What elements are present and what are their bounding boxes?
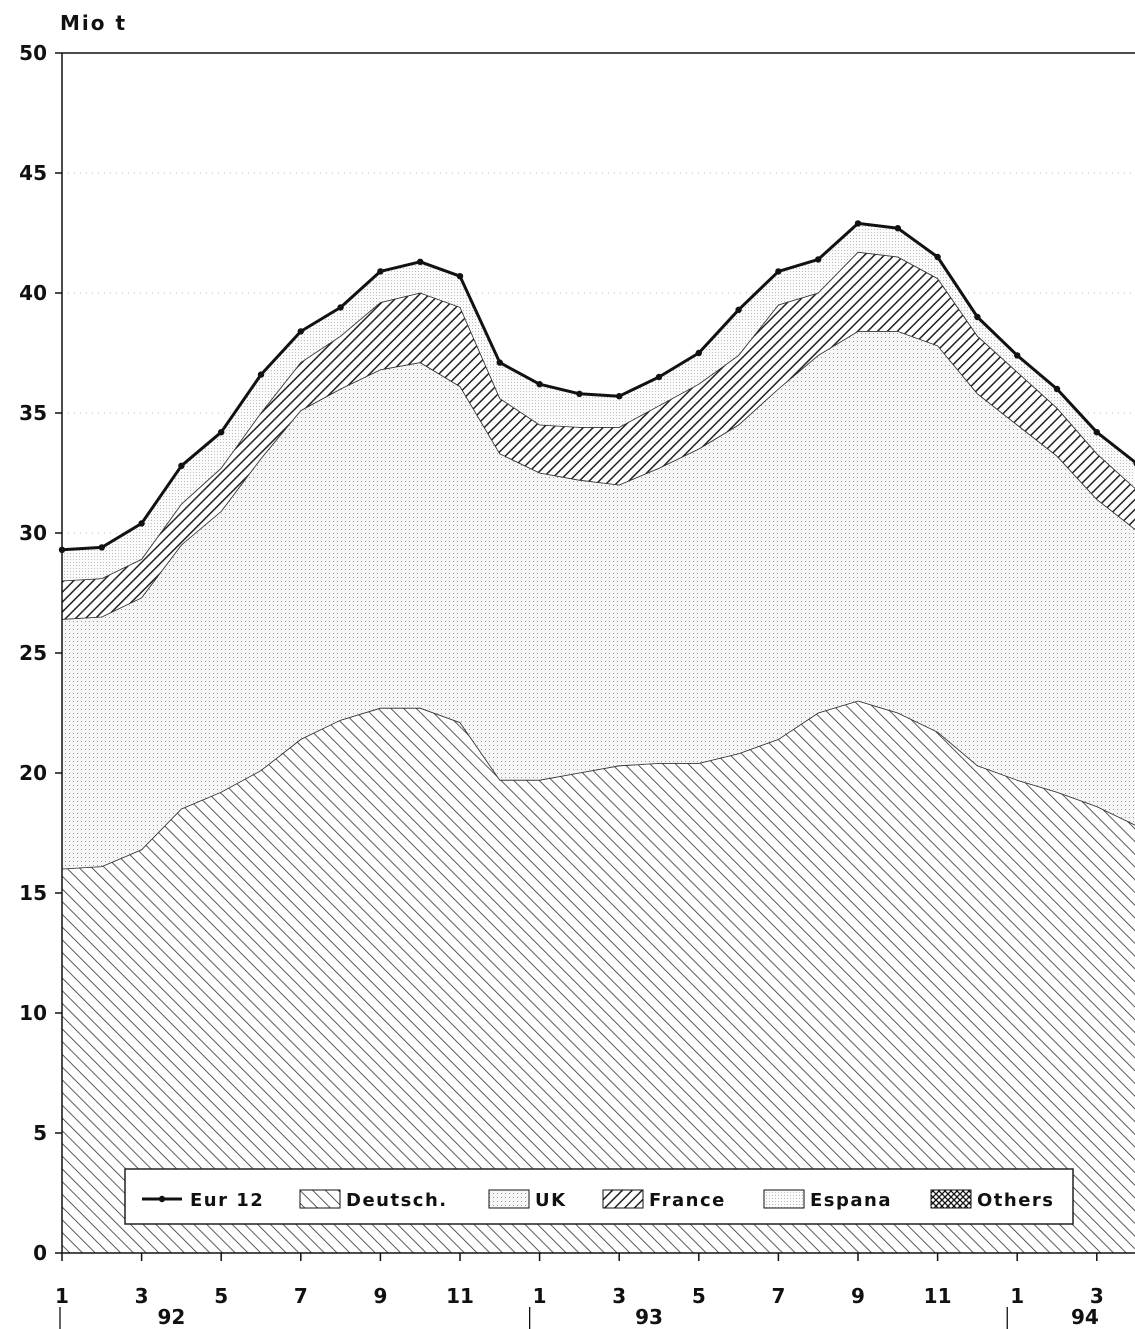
total-point <box>456 273 464 280</box>
total-point <box>496 359 503 366</box>
total-line-group <box>58 220 1135 553</box>
total-point <box>138 520 145 527</box>
x-tick-label: 3 <box>612 1284 626 1308</box>
x-tick-label: 9 <box>373 1284 387 1308</box>
legend-box <box>124 1168 1074 1225</box>
total-point <box>178 462 185 469</box>
total-point <box>536 381 543 388</box>
total-point <box>1093 429 1101 436</box>
total-point <box>1053 385 1061 393</box>
x-tick-label: 7 <box>771 1284 785 1308</box>
total-point <box>974 313 981 321</box>
total-point <box>854 220 862 227</box>
legend-swatch-espana <box>763 1189 805 1209</box>
total-point <box>377 268 384 275</box>
stacked-areas <box>61 222 1135 1254</box>
x-tick-label: 11 <box>924 1284 952 1308</box>
y-tick-label: 30 <box>19 521 47 545</box>
total-point <box>616 393 623 400</box>
series-line-eur-12 <box>61 221 1135 552</box>
x-year-label: 92 <box>158 1305 186 1329</box>
total-point <box>98 544 106 551</box>
legend-swatch-france <box>602 1189 644 1209</box>
legend-label-france: France <box>649 1190 726 1211</box>
y-tick-label: 20 <box>19 761 47 785</box>
x-tick-label: 3 <box>135 1284 149 1308</box>
total-point <box>576 390 583 397</box>
total-point <box>815 256 822 263</box>
x-tick-label: 1 <box>533 1284 547 1308</box>
legend: Eur 12 Deutsch. UK France Espana Others <box>124 1168 1074 1225</box>
x-tick-label: 1 <box>1010 1284 1024 1308</box>
y-tick-label: 10 <box>19 1001 47 1025</box>
x-tick-label: 5 <box>214 1284 228 1308</box>
total-point <box>775 268 782 275</box>
legend-swatch-uk <box>488 1189 530 1209</box>
legend-label-espana: Espana <box>810 1190 892 1211</box>
legend-label-others: Others <box>977 1190 1055 1211</box>
legend-marker-eur-12 <box>158 1195 166 1203</box>
y-tick-label: 0 <box>33 1241 47 1265</box>
y-tick-label: 5 <box>33 1121 47 1145</box>
total-point <box>337 304 344 311</box>
y-unit-label: Mio t <box>60 11 127 35</box>
total-point <box>257 371 265 378</box>
x-tick-label: 11 <box>446 1284 474 1308</box>
x-tick-label: 7 <box>294 1284 308 1308</box>
legend-label-deutsch: Deutsch. <box>346 1190 448 1211</box>
x-tick-label: 1 <box>55 1284 69 1308</box>
y-tick-label: 40 <box>19 281 47 305</box>
total-point <box>655 373 663 381</box>
y-tick-label: 50 <box>19 41 47 65</box>
total-point <box>297 328 304 335</box>
legend-label-uk: UK <box>535 1190 567 1211</box>
x-year-label: 94 <box>1071 1305 1099 1329</box>
total-point <box>735 306 742 313</box>
x-tick-label: 9 <box>851 1284 865 1308</box>
total-point <box>1014 352 1021 359</box>
legend-swatch-deutsch <box>299 1189 341 1209</box>
total-point <box>894 225 901 232</box>
y-tick-label: 25 <box>19 641 47 665</box>
total-point <box>218 429 225 436</box>
y-tick-label: 15 <box>19 881 47 905</box>
total-point <box>417 258 424 265</box>
y-tick-label: 35 <box>19 401 47 425</box>
total-point <box>934 253 941 261</box>
legend-swatch-others <box>930 1189 972 1209</box>
total-point <box>695 349 702 357</box>
x-year-label: 93 <box>635 1305 663 1329</box>
legend-label-eur-12: Eur 12 <box>190 1190 264 1211</box>
x-tick-label: 3 <box>1090 1284 1104 1308</box>
x-tick-label: 5 <box>692 1284 706 1308</box>
y-tick-label: 45 <box>19 161 47 185</box>
